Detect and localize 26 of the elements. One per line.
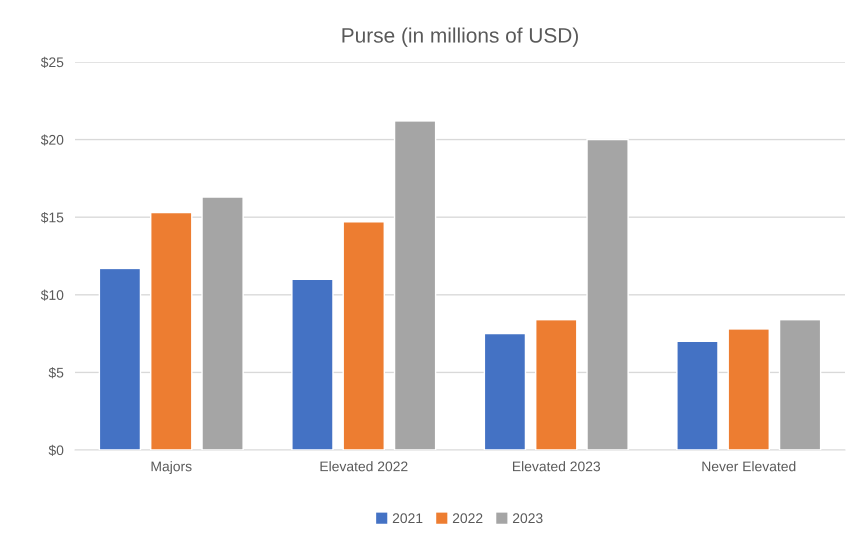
bar <box>201 196 244 450</box>
bar <box>98 268 142 450</box>
y-tick-label: $0 <box>48 444 64 456</box>
legend-label: 2022 <box>452 513 482 524</box>
chart-title: Purse (in millions of USD) <box>342 27 578 47</box>
bar <box>342 221 385 450</box>
y-tick-label: $5 <box>48 367 64 378</box>
x-tick-label: Never Elevated <box>702 461 796 472</box>
x-tick-label: Majors <box>152 461 192 474</box>
bar <box>676 340 719 450</box>
y-tick-label: $15 <box>40 212 64 224</box>
y-tick-label: $20 <box>40 134 64 146</box>
bar <box>394 120 436 450</box>
x-tick-label: Elevated 2023 <box>512 461 600 472</box>
bar <box>150 212 192 450</box>
bar <box>586 138 629 450</box>
x-tick-label: Elevated 2022 <box>320 461 408 472</box>
bar <box>484 332 526 450</box>
bar <box>291 278 334 450</box>
bar <box>778 318 822 450</box>
y-tick-label: $25 <box>40 56 64 68</box>
y-tick-label: $10 <box>40 290 64 301</box>
bar <box>728 328 770 450</box>
bar <box>535 318 578 450</box>
legend-label: 2023 <box>512 513 543 524</box>
legend-label: 2021 <box>392 513 422 524</box>
